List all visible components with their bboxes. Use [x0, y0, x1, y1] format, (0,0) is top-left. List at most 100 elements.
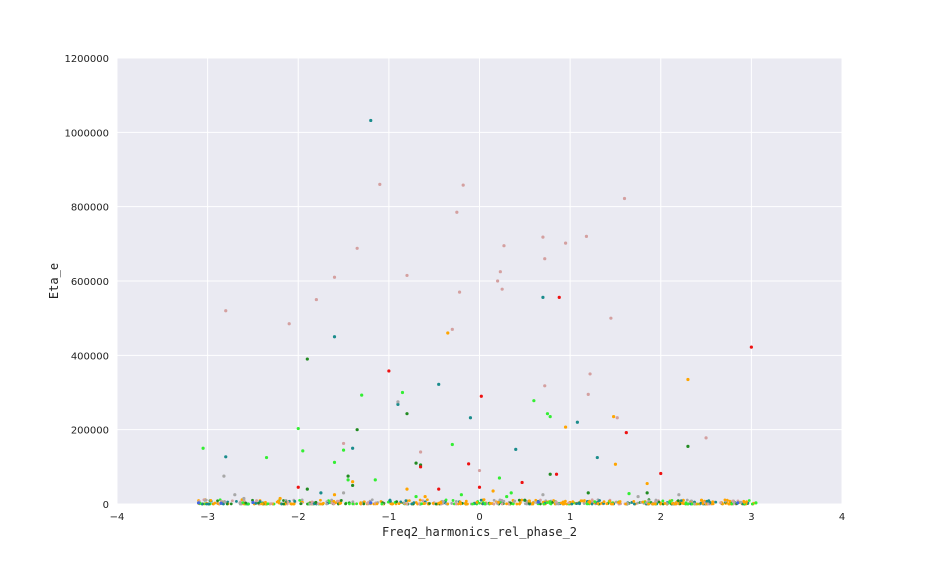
data-point	[407, 499, 411, 503]
data-point	[590, 502, 594, 506]
data-point	[308, 502, 312, 506]
data-point	[332, 499, 336, 503]
data-point	[482, 498, 486, 502]
data-point	[212, 502, 215, 506]
x-tick-label: 0	[476, 512, 482, 523]
data-point	[728, 499, 732, 503]
data-point	[405, 412, 409, 416]
data-point	[557, 295, 561, 299]
data-point	[196, 501, 201, 505]
y-tick-labels: 0 200000 400000 600000 800000 1000000 1200000	[64, 54, 109, 511]
data-point	[645, 491, 649, 495]
data-point	[505, 494, 509, 499]
data-point	[492, 502, 496, 506]
data-point	[402, 501, 406, 505]
data-point	[736, 501, 740, 505]
data-point	[679, 499, 683, 503]
data-point	[527, 499, 531, 503]
data-point	[396, 402, 400, 406]
data-point	[282, 502, 286, 506]
data-point	[264, 455, 269, 460]
data-point	[450, 442, 454, 447]
data-point	[686, 502, 690, 506]
data-point	[230, 499, 234, 503]
data-point	[699, 501, 703, 505]
data-point	[395, 500, 399, 504]
data-point	[579, 499, 583, 503]
data-point	[685, 498, 689, 502]
data-point	[219, 501, 223, 505]
data-point	[222, 474, 226, 478]
data-point	[369, 501, 373, 505]
x-tick-label: 4	[839, 512, 845, 523]
data-point	[346, 474, 350, 478]
data-point	[414, 494, 418, 499]
data-point	[622, 196, 627, 201]
data-point	[332, 493, 337, 497]
data-point	[598, 499, 601, 502]
data-point	[247, 502, 250, 506]
data-point	[305, 487, 309, 491]
data-point	[414, 501, 418, 504]
data-point	[481, 502, 485, 506]
data-point	[459, 493, 463, 497]
data-point	[727, 502, 731, 506]
y-tick-label: 1200000	[64, 54, 109, 65]
data-point	[641, 500, 645, 504]
data-point	[496, 279, 500, 283]
y-tick-label: 1000000	[64, 128, 109, 139]
data-point	[705, 499, 709, 503]
data-point	[614, 500, 618, 504]
data-point	[431, 501, 435, 505]
data-point	[224, 309, 228, 313]
y-tick-label: 600000	[71, 277, 109, 288]
data-point	[632, 499, 636, 503]
data-point	[605, 502, 609, 506]
data-point	[446, 331, 450, 335]
data-point	[373, 478, 377, 482]
data-point	[380, 502, 384, 506]
data-point	[653, 502, 657, 506]
data-point	[390, 502, 394, 506]
data-point	[207, 502, 210, 506]
data-point	[278, 496, 282, 501]
data-point	[355, 502, 359, 506]
x-tick-label: 1	[567, 512, 573, 523]
data-point	[682, 499, 685, 502]
data-point	[257, 501, 260, 505]
data-point	[477, 468, 482, 473]
data-point	[561, 502, 565, 506]
data-point	[355, 428, 359, 432]
data-point	[360, 393, 364, 397]
x-tick-label: −4	[110, 512, 125, 523]
data-point	[336, 499, 339, 503]
data-point	[405, 487, 409, 491]
data-point	[454, 502, 458, 506]
data-point	[541, 493, 545, 497]
data-point	[362, 502, 366, 506]
data-point	[612, 415, 616, 419]
data-point	[305, 357, 309, 361]
data-point	[319, 491, 323, 495]
data-point	[684, 502, 688, 506]
data-point	[351, 480, 355, 484]
data-point	[536, 500, 541, 504]
data-point	[583, 499, 586, 502]
data-point	[520, 498, 524, 502]
data-point	[541, 235, 545, 239]
data-point	[418, 465, 423, 469]
data-point	[425, 498, 429, 502]
data-point	[332, 460, 337, 464]
data-point	[586, 491, 590, 495]
data-point	[699, 498, 704, 502]
data-point	[511, 502, 515, 506]
data-point	[314, 501, 318, 504]
data-point	[423, 494, 427, 499]
data-point	[446, 502, 450, 506]
data-point	[370, 498, 374, 502]
data-point	[518, 502, 521, 506]
data-point	[450, 502, 454, 505]
data-point	[754, 501, 758, 505]
x-tick-label: −1	[382, 512, 397, 523]
data-point	[369, 118, 373, 123]
